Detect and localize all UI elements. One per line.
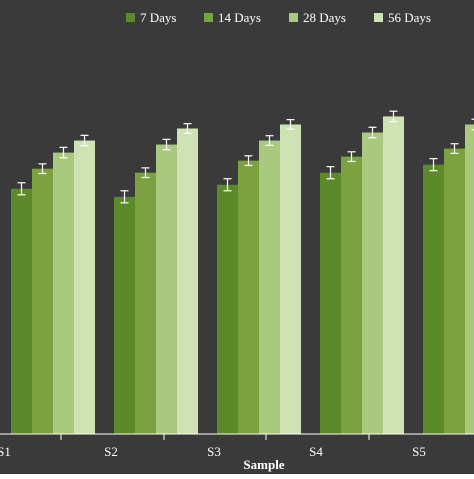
bar-S2-14-days [135, 173, 156, 434]
legend-swatch-7-days [126, 13, 135, 22]
bar-S1-28-days [53, 153, 74, 434]
bar-S5-7-days [423, 165, 444, 434]
bar-S2-7-days [114, 197, 135, 434]
legend-swatch-28-days [289, 13, 298, 22]
bar-S4-56-days [383, 116, 404, 434]
bar-S4-14-days [341, 157, 362, 434]
bar-S2-56-days [177, 128, 198, 434]
bar-S3-7-days [217, 185, 238, 434]
bar-S1-14-days [32, 169, 53, 434]
x-tick-label-s4: S4 [309, 444, 323, 459]
bar-S4-28-days [362, 133, 383, 435]
bar-S1-56-days [74, 141, 95, 434]
x-tick-label-s5: S5 [412, 444, 426, 459]
bar-S4-7-days [320, 173, 341, 434]
legend-label-14-days: 14 Days [218, 10, 261, 25]
legend-label-7-days: 7 Days [140, 10, 176, 25]
bar-S3-56-days [280, 124, 301, 434]
bar-S2-28-days [156, 145, 177, 434]
x-axis-title: Sample [243, 457, 284, 472]
legend-label-56-days: 56 Days [388, 10, 431, 25]
x-tick-label-s1: S1 [0, 444, 11, 459]
bar-S3-28-days [259, 141, 280, 434]
legend-label-28-days: 28 Days [303, 10, 346, 25]
x-tick-label-s3: S3 [207, 444, 221, 459]
bar-S5-28-days [465, 124, 474, 434]
bar-S3-14-days [238, 161, 259, 434]
x-tick-label-s2: S2 [104, 444, 118, 459]
legend-swatch-56-days [374, 13, 383, 22]
bar-S5-14-days [444, 149, 465, 434]
legend-swatch-14-days [204, 13, 213, 22]
bar-S1-7-days [11, 189, 32, 434]
